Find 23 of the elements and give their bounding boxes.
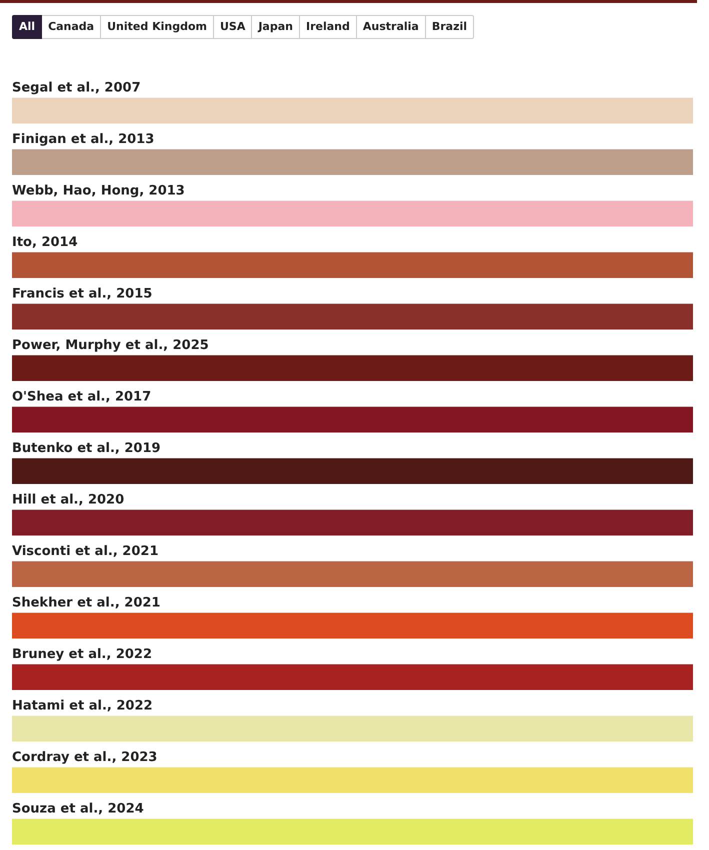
text: Australia	[356, 15, 426, 39]
text: All	[12, 15, 42, 39]
y-tick-label: Cordray et al., 2023	[12, 750, 158, 766]
text: United Kingdom	[101, 15, 214, 39]
y-tick-label: Webb, Hao, Hong, 2013	[12, 184, 185, 199]
y-tick-label: Bruney et al., 2022	[12, 647, 152, 662]
text: Canada	[42, 15, 102, 39]
text: Japan	[252, 15, 300, 39]
y-tick-label: Francis et al., 2015	[12, 286, 152, 302]
y-tick-label: Souza et al., 2024	[12, 802, 144, 817]
y-tick-label: Shekher et al., 2021	[12, 596, 160, 611]
text: Ireland	[300, 15, 357, 39]
y-tick-label: Hill et al., 2020	[12, 492, 124, 508]
y-tick-label: Hatami et al., 2022	[12, 698, 153, 714]
y-tick-label: Visconti et al., 2021	[12, 544, 158, 560]
y-tick-label: Finigan et al., 2013	[12, 132, 154, 148]
text: USA	[214, 15, 252, 39]
y-tick-label: Power, Murphy et al., 2025	[12, 338, 209, 354]
y-tick-label: Butenko et al., 2019	[12, 441, 161, 456]
y-tick-label: O'Shea et al., 2017	[12, 390, 152, 405]
text: Brazil	[426, 15, 474, 39]
y-tick-label: Segal et al., 2007	[12, 80, 141, 96]
y-tick-label: Ito, 2014	[12, 235, 78, 250]
